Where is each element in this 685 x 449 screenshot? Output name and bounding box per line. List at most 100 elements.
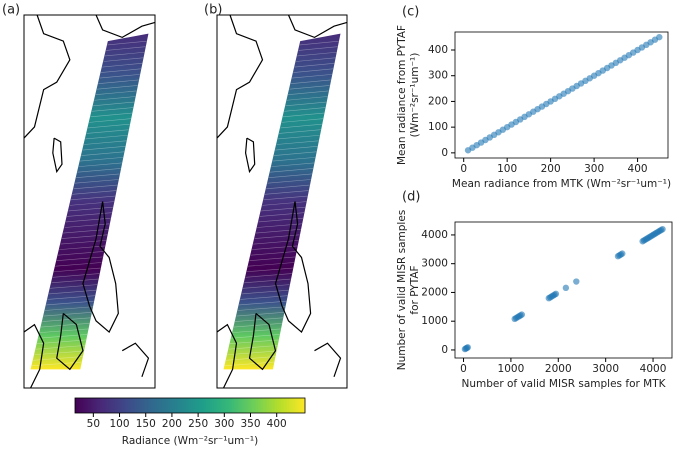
point	[573, 278, 580, 285]
scan-line	[285, 101, 327, 107]
swath	[30, 33, 149, 370]
scan-line	[46, 300, 94, 306]
colorbar-tick-label: 150	[136, 418, 156, 430]
scan-line	[68, 206, 113, 212]
y-axis-label: (Wm⁻²sr⁻¹um⁻¹)	[409, 53, 421, 138]
panel-label: (d)	[402, 190, 420, 205]
scan-line	[289, 85, 330, 90]
scan-line	[91, 107, 134, 112]
scan-line	[253, 240, 299, 245]
scan-line	[100, 68, 141, 73]
y-tick-label: 100	[428, 121, 448, 133]
scan-line	[295, 57, 336, 62]
scan-line	[291, 74, 332, 79]
scan-line	[51, 278, 99, 284]
scan-line	[242, 284, 290, 289]
scan-line	[241, 289, 289, 295]
map-panel	[216, 14, 348, 389]
scan-line	[227, 350, 277, 356]
point	[464, 344, 471, 351]
scan-line	[63, 229, 109, 234]
scan-line	[59, 245, 106, 250]
scan-line	[82, 146, 126, 151]
axes-frame	[454, 31, 669, 159]
colorbar-tick-label: 100	[110, 418, 130, 430]
scan-line	[299, 40, 339, 46]
colorbar-tick-label: 400	[267, 418, 287, 430]
scan-line	[98, 79, 139, 84]
colorbar-tick-label: 300	[214, 418, 234, 430]
scan-line	[262, 201, 307, 206]
scan-line	[60, 240, 107, 245]
y-tick-label: 4000	[421, 229, 448, 241]
scan-line	[284, 107, 326, 112]
coastline	[23, 323, 45, 389]
x-tick-label: 1000	[498, 363, 525, 375]
scan-line	[73, 184, 118, 190]
scan-line	[52, 273, 100, 278]
y-tick-label: 1000	[421, 315, 448, 327]
scan-line	[34, 350, 84, 356]
scan-line	[233, 323, 282, 328]
x-tick-label: 100	[497, 163, 517, 175]
scan-line	[232, 328, 281, 333]
scan-line	[90, 112, 133, 118]
y-axis-label: Mean radiance from PYTAF	[396, 25, 408, 165]
scan-line	[229, 339, 279, 344]
scan-line	[106, 46, 146, 51]
point	[518, 311, 526, 318]
scan-line	[268, 173, 312, 178]
scan-line	[280, 123, 322, 129]
scan-line	[94, 96, 136, 101]
scan-line	[246, 267, 293, 273]
coastline	[23, 14, 71, 139]
scan-line	[53, 267, 101, 273]
scan-line	[254, 234, 300, 239]
coastline	[82, 201, 119, 334]
scan-line	[43, 311, 92, 317]
scan-line	[86, 129, 129, 134]
scan-line	[290, 79, 331, 84]
point	[656, 33, 663, 41]
y-tick-label: 2000	[421, 286, 448, 298]
point	[659, 225, 666, 233]
axes-frame	[454, 221, 673, 359]
x-tick-label: 0	[460, 163, 467, 175]
scan-line	[279, 129, 321, 134]
coastline	[287, 14, 348, 39]
coastline	[244, 137, 256, 174]
scan-line	[39, 328, 89, 333]
scan-line	[64, 223, 110, 228]
swath	[223, 33, 341, 370]
scan-line	[275, 146, 318, 151]
scan-line	[50, 284, 98, 289]
scan-line	[263, 195, 308, 201]
x-tick-label: 2000	[545, 363, 572, 375]
scan-line	[255, 229, 301, 234]
scan-line	[228, 345, 278, 350]
scan-line	[257, 223, 302, 228]
x-tick-label: 300	[584, 163, 604, 175]
scan-line	[56, 256, 103, 261]
coastline	[121, 342, 150, 378]
x-tick-label: 400	[628, 163, 648, 175]
y-tick-label: 3000	[421, 258, 448, 270]
point	[552, 290, 560, 298]
scan-line	[245, 273, 292, 278]
scan-line	[95, 90, 137, 96]
coastline	[248, 312, 277, 371]
scan-line	[89, 118, 131, 123]
scan-line	[83, 140, 127, 145]
scan-line	[258, 217, 304, 223]
x-tick-label: 200	[541, 163, 561, 175]
y-tick-label: 200	[428, 95, 448, 107]
scan-line	[70, 195, 116, 201]
scan-line	[104, 51, 145, 57]
coastline	[52, 137, 63, 174]
scan-line	[40, 323, 90, 328]
colorbar-tick-label: 350	[240, 418, 260, 430]
colorbar-label: Radiance (Wm⁻²sr⁻¹um⁻¹)	[122, 435, 258, 447]
scan-line	[69, 201, 115, 206]
scan-line	[99, 74, 140, 79]
